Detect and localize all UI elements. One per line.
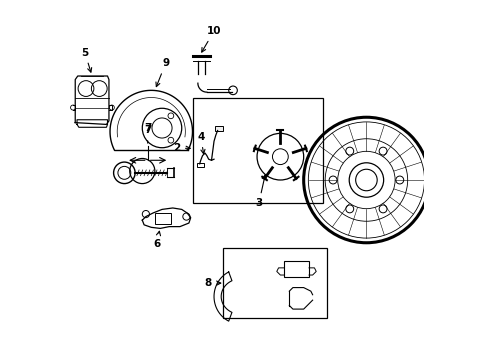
Text: 4: 4 xyxy=(197,132,204,154)
Text: 7: 7 xyxy=(143,125,151,143)
Bar xyxy=(215,126,223,131)
Text: 3: 3 xyxy=(255,175,266,208)
Text: 5: 5 xyxy=(81,48,91,72)
Bar xyxy=(197,163,203,167)
Bar xyxy=(192,98,323,203)
Bar xyxy=(223,248,326,318)
Text: 10: 10 xyxy=(202,26,221,52)
Text: 2: 2 xyxy=(172,143,190,153)
Text: 6: 6 xyxy=(153,231,160,249)
Text: 1: 1 xyxy=(0,359,1,360)
Text: 7: 7 xyxy=(143,123,151,134)
Bar xyxy=(155,213,171,225)
Text: 8: 8 xyxy=(204,278,220,288)
Bar xyxy=(284,261,308,277)
Text: 9: 9 xyxy=(156,58,169,87)
